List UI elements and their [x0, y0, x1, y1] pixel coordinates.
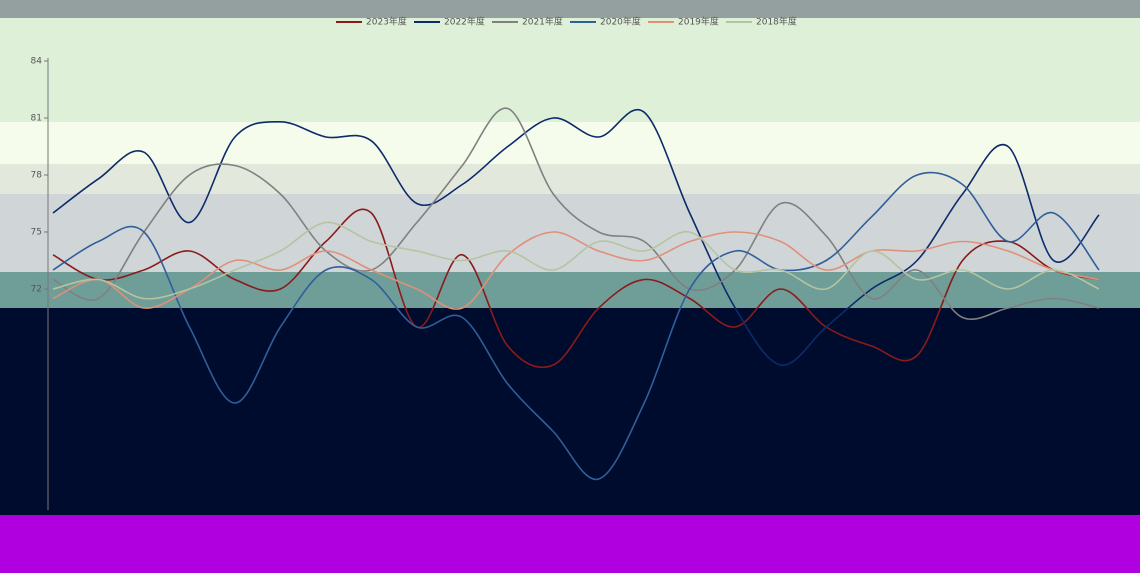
legend-label: 2018年度 — [756, 16, 797, 28]
y-tick-label: 81 — [31, 114, 42, 124]
legend-label: 2021年度 — [522, 16, 563, 28]
dark-region — [0, 308, 1140, 515]
legend-label: 2023年度 — [366, 16, 407, 28]
series-line — [52, 171, 1100, 480]
series-line — [52, 221, 1100, 300]
series-line — [52, 107, 1100, 320]
legend-label: 2020年度 — [600, 16, 641, 28]
y-tick-label: 75 — [31, 228, 42, 238]
y-tick-label: 84 — [31, 57, 43, 67]
band — [0, 194, 1140, 272]
band — [0, 272, 1140, 308]
band — [0, 164, 1140, 194]
bottom-bar — [0, 515, 1140, 573]
y-tick-label: 72 — [31, 285, 42, 295]
legend-label: 2019年度 — [678, 16, 719, 28]
series-line — [52, 231, 1100, 310]
top-bar — [0, 0, 1140, 18]
legend-label: 2022年度 — [444, 16, 485, 28]
band — [0, 18, 1140, 122]
band — [0, 122, 1140, 164]
y-tick-label: 78 — [31, 171, 43, 181]
series-line — [52, 208, 1100, 369]
series-line — [52, 108, 1100, 366]
